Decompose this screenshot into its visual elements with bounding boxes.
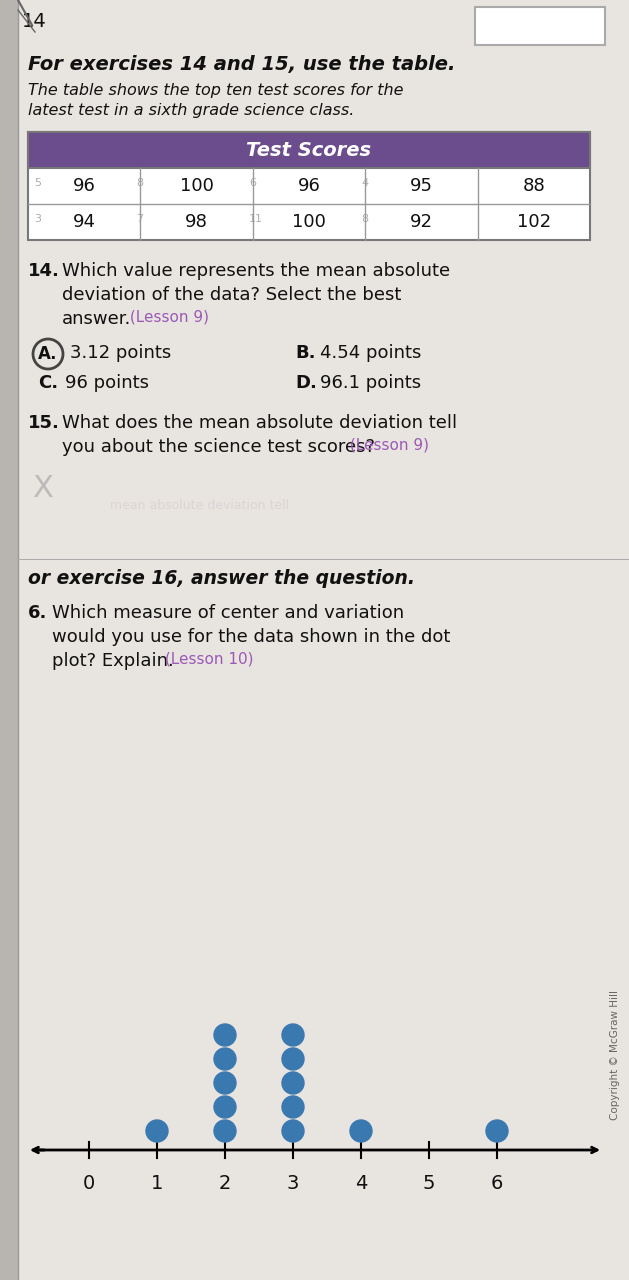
Text: 6: 6 [491, 1174, 503, 1193]
Circle shape [282, 1024, 304, 1046]
Text: 4: 4 [361, 178, 369, 188]
Text: The table shows the top ten test scores for the
latest test in a sixth grade sci: The table shows the top ten test scores … [28, 83, 403, 118]
Text: 3: 3 [287, 1174, 299, 1193]
Text: (Lesson 9): (Lesson 9) [345, 438, 429, 453]
Circle shape [282, 1073, 304, 1094]
Circle shape [282, 1096, 304, 1117]
Circle shape [146, 1120, 168, 1142]
FancyBboxPatch shape [28, 132, 590, 168]
Circle shape [486, 1120, 508, 1142]
Text: 95: 95 [410, 177, 433, 195]
Text: 0: 0 [83, 1174, 95, 1193]
Text: 96: 96 [298, 177, 320, 195]
Circle shape [350, 1120, 372, 1142]
Text: mean absolute deviation tell: mean absolute deviation tell [111, 499, 289, 512]
Text: (Lesson 9): (Lesson 9) [125, 310, 209, 325]
Text: answer.: answer. [62, 310, 131, 328]
Circle shape [282, 1048, 304, 1070]
Text: 2: 2 [219, 1174, 231, 1193]
Text: 1: 1 [151, 1174, 163, 1193]
Text: 8: 8 [361, 214, 369, 224]
Text: 3: 3 [34, 214, 41, 224]
Text: 7: 7 [136, 214, 143, 224]
FancyBboxPatch shape [475, 6, 605, 45]
Text: X: X [32, 474, 53, 503]
Circle shape [214, 1120, 236, 1142]
Text: 94: 94 [73, 212, 96, 230]
Text: or exercise 16, answer the question.: or exercise 16, answer the question. [28, 570, 415, 588]
Text: plot? Explain.: plot? Explain. [52, 652, 174, 669]
Text: would you use for the data shown in the dot: would you use for the data shown in the … [52, 628, 450, 646]
Text: deviation of the data? Select the best: deviation of the data? Select the best [62, 285, 401, 303]
Circle shape [282, 1120, 304, 1142]
Text: 6.: 6. [28, 604, 47, 622]
Text: 8: 8 [136, 178, 143, 188]
Text: (Lesson 10): (Lesson 10) [160, 652, 253, 667]
Text: C.: C. [38, 374, 58, 392]
Text: Which measure of center and variation: Which measure of center and variation [52, 604, 404, 622]
Text: 88: 88 [523, 177, 545, 195]
Text: 15.: 15. [28, 413, 60, 431]
Text: 98: 98 [185, 212, 208, 230]
Text: For exercises 14 and 15, use the table.: For exercises 14 and 15, use the table. [28, 55, 455, 74]
Text: 14.: 14. [28, 262, 60, 280]
Text: B.: B. [295, 344, 316, 362]
Text: 6: 6 [249, 178, 256, 188]
Text: A.: A. [38, 346, 58, 364]
Text: 5: 5 [423, 1174, 435, 1193]
Text: What does the mean absolute deviation tell: What does the mean absolute deviation te… [62, 413, 457, 431]
Text: 96 points: 96 points [65, 374, 149, 392]
Text: Which value represents the mean absolute: Which value represents the mean absolute [62, 262, 450, 280]
Text: 4.54 points: 4.54 points [320, 344, 421, 362]
Text: 100: 100 [292, 212, 326, 230]
Text: Copyright © McGraw Hill: Copyright © McGraw Hill [610, 989, 620, 1120]
FancyBboxPatch shape [18, 0, 629, 1280]
Text: 102: 102 [517, 212, 551, 230]
Text: 14: 14 [22, 12, 47, 31]
Text: D.: D. [295, 374, 317, 392]
FancyBboxPatch shape [28, 132, 590, 241]
Circle shape [214, 1024, 236, 1046]
Circle shape [214, 1073, 236, 1094]
Text: 5: 5 [34, 178, 41, 188]
Text: 92: 92 [410, 212, 433, 230]
Text: 100: 100 [180, 177, 213, 195]
Circle shape [214, 1096, 236, 1117]
Text: Test Scores: Test Scores [247, 141, 372, 160]
Text: 3.12 points: 3.12 points [70, 344, 171, 362]
Text: 96: 96 [73, 177, 96, 195]
Text: 96.1 points: 96.1 points [320, 374, 421, 392]
Text: 4: 4 [355, 1174, 367, 1193]
Circle shape [214, 1048, 236, 1070]
FancyBboxPatch shape [0, 0, 18, 1280]
Text: you about the science test scores?: you about the science test scores? [62, 438, 375, 456]
Text: 11: 11 [249, 214, 263, 224]
